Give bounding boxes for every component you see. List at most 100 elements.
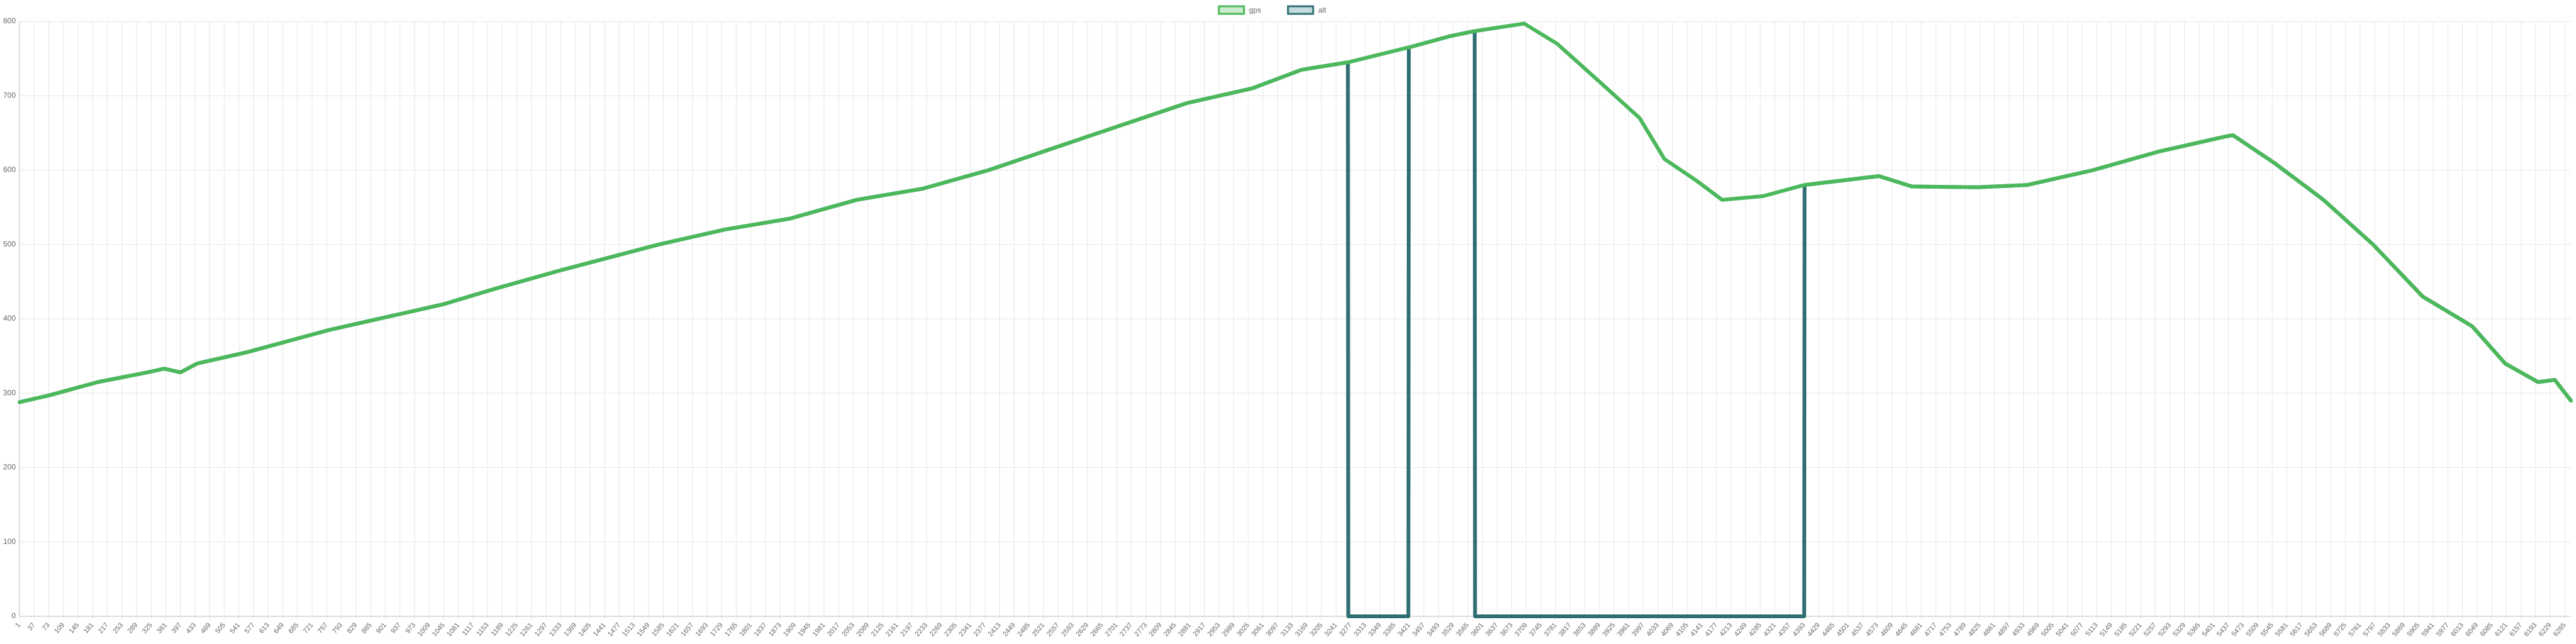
x-tick-label: 2233	[914, 621, 930, 638]
legend-label: gps	[1249, 6, 1261, 14]
x-tick-label: 3673	[1499, 621, 1514, 638]
x-tick-label: 1333	[548, 621, 564, 638]
y-tick-label: 300	[3, 388, 16, 397]
x-tick-label: 469	[199, 621, 213, 635]
x-tick-label: 4717	[1923, 621, 1939, 638]
x-tick-label: 2773	[1133, 621, 1149, 638]
x-tick-label: 2701	[1104, 621, 1119, 638]
legend-swatch	[1287, 5, 1314, 15]
x-tick-label: 6121	[2494, 621, 2509, 638]
x-tick-label: 1441	[592, 621, 608, 638]
x-tick-label: 5113	[2084, 621, 2099, 638]
x-tick-label: 3241	[1323, 621, 1339, 638]
x-tick-label: 3853	[1572, 621, 1587, 638]
x-tick-label: 6229	[2538, 621, 2553, 638]
x-tick-label: 2953	[1206, 621, 1222, 638]
x-tick-label: 4609	[1879, 621, 1895, 638]
x-tick-label: 2593	[1060, 621, 1075, 638]
legend-label: alt	[1318, 6, 1326, 14]
x-tick-label: 1153	[475, 621, 490, 638]
x-tick-label: 685	[287, 621, 300, 635]
x-tick-label: 4357	[1777, 621, 1792, 638]
y-tick-label: 700	[3, 91, 16, 99]
x-tick-label: 1801	[738, 621, 754, 638]
x-tick-label: 1657	[680, 621, 696, 638]
x-tick-label: 5077	[2069, 621, 2085, 638]
x-tick-label: 3637	[1484, 621, 1500, 638]
x-tick-label: 4573	[1865, 621, 1880, 638]
x-tick-label: 1369	[562, 621, 578, 638]
x-tick-label: 1549	[636, 621, 652, 638]
x-tick-label: 5509	[2245, 621, 2260, 638]
x-tick-label: 6265	[2552, 621, 2568, 638]
x-tick-label: 5365	[2186, 621, 2202, 638]
x-tick-label: 1585	[650, 621, 666, 638]
x-tick-label: 4177	[1704, 621, 1719, 638]
x-tick-label: 6013	[2450, 621, 2465, 638]
line-series	[18, 29, 2573, 618]
x-tick-label: 3925	[1601, 621, 1617, 638]
x-tick-label: 1081	[445, 621, 461, 638]
x-tick-label: 5545	[2260, 621, 2275, 638]
x-tick-label: 5977	[2435, 621, 2451, 638]
x-tick-label: 757	[316, 621, 330, 635]
x-tick-label: 4249	[1733, 621, 1748, 638]
x-tick-label: 1297	[533, 621, 549, 638]
x-tick-label: 217	[97, 621, 110, 635]
x-tick-label: 4645	[1894, 621, 1909, 638]
x-tick-label: 1045	[431, 621, 447, 638]
x-tick-label: 1729	[709, 621, 724, 638]
x-tick-label: 2557	[1045, 621, 1061, 638]
x-tick-label: 4285	[1748, 621, 1763, 638]
x-tick-label: 4897	[1996, 621, 2012, 638]
y-tick-label: 400	[3, 314, 16, 323]
x-tick-label: 1009	[416, 621, 432, 638]
x-tick-label: 4105	[1674, 621, 1690, 638]
x-tick-label: 3205	[1309, 621, 1324, 638]
x-tick-label: 1873	[767, 621, 783, 638]
x-tick-label: 5941	[2421, 621, 2436, 638]
x-tick-label: 3601	[1470, 621, 1485, 638]
x-tick-label: 2449	[1001, 621, 1017, 638]
x-tick-label: 5221	[2128, 621, 2143, 638]
x-tick-label: 5293	[2157, 621, 2173, 638]
x-tick-label: 5401	[2201, 621, 2217, 638]
x-tick-label: 6049	[2464, 621, 2480, 638]
x-tick-label: 4465	[1821, 621, 1836, 638]
x-tick-label: 5905	[2406, 621, 2421, 638]
x-tick-label: 5869	[2391, 621, 2407, 638]
x-tick-label: 6157	[2508, 621, 2524, 638]
x-tick-label: 2485	[1016, 621, 1032, 638]
x-tick-label: 289	[126, 621, 140, 635]
x-tick-label: 5761	[2347, 621, 2363, 638]
x-tick-label: 361	[155, 621, 169, 635]
x-tick-label: 901	[375, 621, 388, 635]
y-tick-label: 0	[11, 611, 16, 620]
x-tick-label: 2377	[972, 621, 988, 638]
x-tick-label: 1261	[519, 621, 535, 638]
x-tick-label: 4933	[2011, 621, 2026, 638]
x-tick-label: 4429	[1806, 621, 1822, 638]
x-tick-label: 4789	[1952, 621, 1968, 638]
x-tick-label: 3817	[1557, 621, 1573, 638]
x-tick-label: 793	[331, 621, 344, 635]
x-tick-label: 2917	[1192, 621, 1208, 638]
x-tick-label: 2521	[1031, 621, 1046, 638]
x-tick-label: 5581	[2274, 621, 2290, 638]
x-tick-label: 1945	[797, 621, 813, 638]
x-tick-label: 3781	[1543, 621, 1558, 638]
x-tick-label: 505	[214, 621, 227, 635]
x-tick-label: 4861	[1982, 621, 1997, 638]
x-tick-label: 2629	[1075, 621, 1091, 638]
x-tick-label: 2341	[958, 621, 974, 638]
x-tick-label: 1513	[621, 621, 637, 638]
x-tick-label: 2665	[1089, 621, 1105, 638]
x-tick-label: 2737	[1118, 621, 1134, 638]
x-tick-label: 3349	[1367, 621, 1383, 638]
x-tick-label: 3889	[1587, 621, 1602, 638]
x-tick-label: 4213	[1718, 621, 1734, 638]
x-tick-label: 4501	[1835, 621, 1851, 638]
x-tick-label: 1225	[504, 621, 519, 638]
